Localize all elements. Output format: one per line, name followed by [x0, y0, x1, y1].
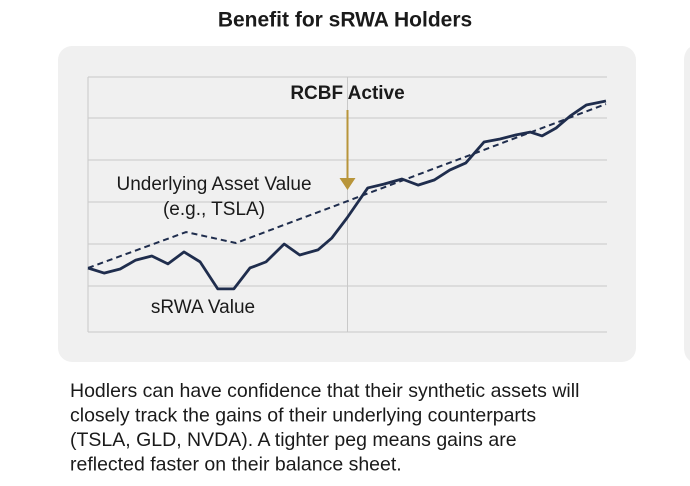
description-line: closely track the gains of their underly…	[70, 405, 536, 427]
next-card	[684, 47, 690, 361]
annotation-arrowhead	[339, 178, 356, 190]
description-line: Hodlers can have confidence that their s…	[70, 380, 579, 402]
chart-title: Benefit for sRWA Holders	[218, 9, 472, 32]
series-line	[87, 99, 607, 291]
description-line: reflected faster on their balance sheet.	[70, 454, 402, 476]
description: Hodlers can have confidence that their s…	[70, 380, 579, 476]
series-line	[87, 103, 607, 269]
series-label: Underlying Asset Value	[116, 174, 311, 195]
annotation: RCBF Active	[290, 83, 404, 104]
series-label: sRWA Value	[151, 297, 255, 318]
description-line: (TSLA, GLD, NVDA). A tighter peg means g…	[70, 429, 517, 451]
series-note: (e.g., TSLA)	[163, 199, 265, 220]
